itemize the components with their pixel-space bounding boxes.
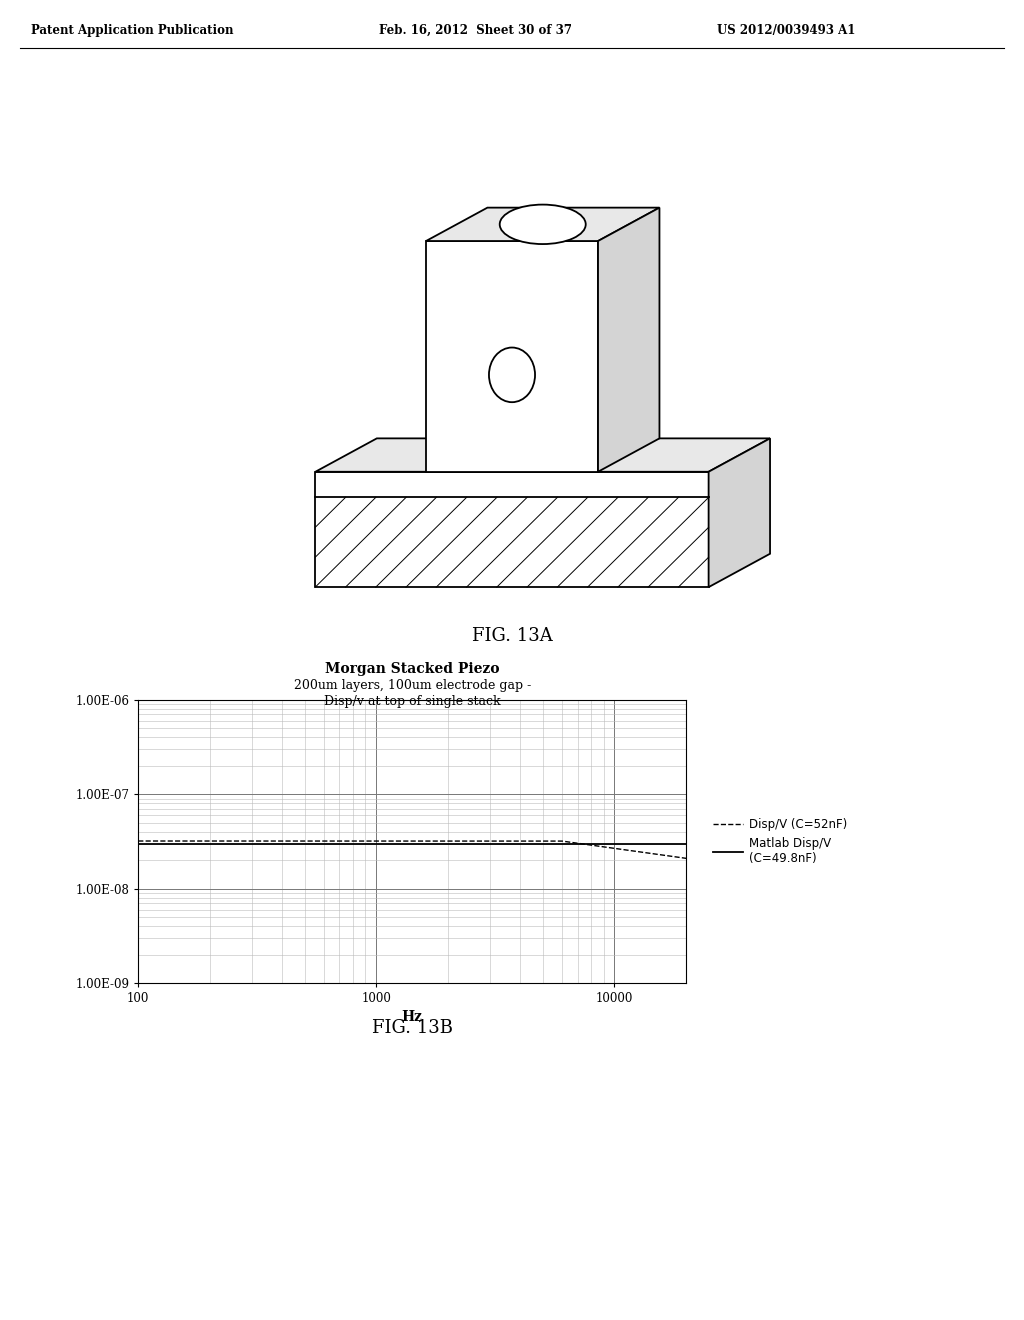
Text: Feb. 16, 2012  Sheet 30 of 37: Feb. 16, 2012 Sheet 30 of 37 bbox=[379, 24, 571, 37]
Text: Morgan Stacked Piezo: Morgan Stacked Piezo bbox=[325, 661, 500, 676]
Disp/V (C=52nF) bbox=[353, 833, 366, 849]
Ellipse shape bbox=[500, 205, 586, 244]
Disp/V (C=52nF) bbox=[132, 833, 144, 849]
Legend: Disp/V (C=52nF), Matlab Disp/V
(C=49.8nF): Disp/V (C=52nF), Matlab Disp/V (C=49.8nF… bbox=[709, 813, 852, 870]
Disp/V (C=52nF) bbox=[559, 834, 571, 850]
Matlab Disp/V
(C=49.8nF) bbox=[188, 836, 201, 851]
Polygon shape bbox=[426, 242, 598, 471]
Disp/V (C=52nF) bbox=[680, 850, 692, 866]
Text: Disp/v at top of single stack: Disp/v at top of single stack bbox=[324, 694, 501, 708]
Matlab Disp/V
(C=49.8nF) bbox=[559, 836, 571, 851]
Text: Patent Application Publication: Patent Application Publication bbox=[31, 24, 233, 37]
Text: US 2012/0039493 A1: US 2012/0039493 A1 bbox=[717, 24, 855, 37]
Polygon shape bbox=[315, 471, 709, 587]
Matlab Disp/V
(C=49.8nF) bbox=[132, 836, 144, 851]
Polygon shape bbox=[315, 438, 770, 471]
Matlab Disp/V
(C=49.8nF) bbox=[508, 836, 520, 851]
Line: Disp/V (C=52nF): Disp/V (C=52nF) bbox=[138, 841, 686, 858]
Ellipse shape bbox=[489, 347, 535, 403]
Matlab Disp/V
(C=49.8nF) bbox=[569, 836, 582, 851]
Matlab Disp/V
(C=49.8nF) bbox=[353, 836, 366, 851]
Text: 200um layers, 100um electrode gap -: 200um layers, 100um electrode gap - bbox=[294, 678, 530, 692]
Text: FIG. 13B: FIG. 13B bbox=[372, 1019, 453, 1038]
Disp/V (C=52nF) bbox=[569, 836, 582, 851]
Text: FIG. 13A: FIG. 13A bbox=[472, 627, 552, 644]
Polygon shape bbox=[709, 438, 770, 587]
Polygon shape bbox=[598, 207, 659, 471]
Disp/V (C=52nF) bbox=[188, 833, 201, 849]
X-axis label: Hz: Hz bbox=[401, 1010, 423, 1023]
Matlab Disp/V
(C=49.8nF) bbox=[680, 836, 692, 851]
Disp/V (C=52nF) bbox=[374, 833, 386, 849]
Polygon shape bbox=[426, 207, 659, 242]
Disp/V (C=52nF) bbox=[508, 833, 520, 849]
Matlab Disp/V
(C=49.8nF) bbox=[374, 836, 386, 851]
